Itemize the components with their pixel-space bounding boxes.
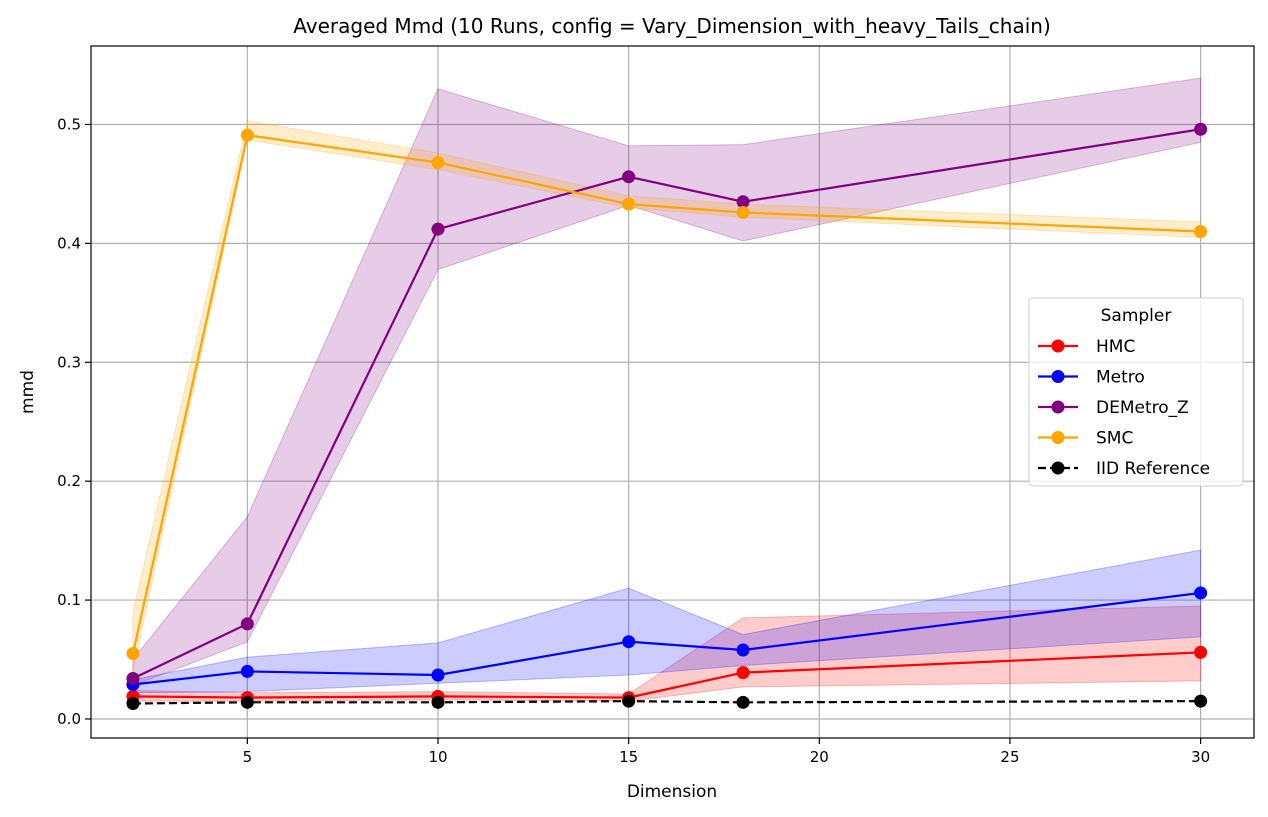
y-tick-label: 0.5 bbox=[57, 115, 81, 133]
x-axis-ticks: 5 10 15 20 25 30 bbox=[243, 738, 1210, 766]
legend-item-hmc: HMC bbox=[1038, 337, 1135, 357]
demetro-z-point bbox=[622, 170, 636, 184]
legend-label: Metro bbox=[1096, 368, 1145, 388]
smc-point bbox=[622, 197, 636, 211]
legend-item-metro: Metro bbox=[1038, 368, 1145, 388]
legend-item-iid-reference: IID Reference bbox=[1038, 459, 1210, 479]
iid-reference-point bbox=[126, 697, 140, 711]
y-tick-label: 0.2 bbox=[57, 472, 81, 490]
series-markers bbox=[126, 122, 1208, 711]
smc-point bbox=[431, 156, 445, 170]
x-tick-label: 15 bbox=[619, 748, 638, 766]
iid-reference-point bbox=[240, 695, 254, 709]
x-axis-label: Dimension bbox=[627, 782, 717, 802]
legend-box bbox=[1028, 297, 1244, 487]
y-tick-label: 0.3 bbox=[57, 353, 81, 371]
x-tick-label: 25 bbox=[1000, 748, 1019, 766]
y-axis-label: mmd bbox=[18, 370, 38, 414]
demetro-z-point bbox=[736, 195, 750, 209]
legend-label: DEMetro_Z bbox=[1096, 398, 1189, 418]
hmc-line bbox=[132, 651, 1201, 699]
demetro-z-point bbox=[1194, 122, 1208, 136]
legend-marker-swatch bbox=[1051, 461, 1065, 475]
y-axis-ticks: 0.0 0.1 0.2 0.3 0.4 0.5 bbox=[57, 115, 91, 728]
legend-marker-swatch bbox=[1051, 431, 1065, 444]
y-tick-label: 0.1 bbox=[57, 591, 81, 609]
hmc-point bbox=[736, 666, 750, 680]
demetro-z-point bbox=[240, 617, 254, 631]
metro-point bbox=[736, 643, 750, 657]
demetro-z-line bbox=[132, 128, 1201, 680]
smc-point bbox=[736, 205, 750, 219]
iid-reference-point bbox=[1194, 694, 1208, 708]
demetro-z-point bbox=[126, 672, 140, 686]
metro-point bbox=[622, 635, 636, 649]
iid-reference-line bbox=[132, 700, 1201, 705]
legend-label: HMC bbox=[1096, 337, 1135, 357]
x-tick-label: 10 bbox=[428, 748, 447, 766]
iid-reference-point bbox=[736, 695, 750, 709]
iid-reference-point bbox=[431, 695, 445, 709]
iid-reference-point bbox=[622, 694, 636, 708]
legend-items: HMC Metro DEMetro_Z SMC IID Reference bbox=[1038, 337, 1210, 479]
legend-marker-swatch bbox=[1051, 400, 1065, 414]
demetro-z-point bbox=[431, 222, 445, 236]
legend-item-demetro-z: DEMetro_Z bbox=[1038, 398, 1189, 418]
legend-label: SMC bbox=[1096, 429, 1133, 449]
metro-point bbox=[431, 668, 445, 682]
legend-item-smc: SMC bbox=[1038, 429, 1133, 449]
legend: Sampler HMC Metro DEMetro_Z SMC IID Referenc… bbox=[1028, 297, 1244, 487]
smc-point bbox=[240, 128, 254, 142]
y-tick-label: 0.4 bbox=[57, 234, 81, 252]
metro-line bbox=[132, 591, 1201, 686]
chart-title: Averaged Mmd (10 Runs, config = Vary_Dim… bbox=[293, 14, 1051, 38]
legend-marker-swatch bbox=[1051, 370, 1065, 383]
legend-label: IID Reference bbox=[1096, 459, 1210, 479]
hmc-point bbox=[1194, 645, 1208, 659]
plot-frame bbox=[90, 45, 1255, 739]
legend-title: Sampler bbox=[1101, 306, 1172, 326]
smc-line bbox=[131, 133, 1201, 654]
legend-marker-swatch bbox=[1051, 339, 1065, 353]
x-tick-label: 5 bbox=[243, 748, 253, 766]
x-tick-label: 30 bbox=[1191, 748, 1210, 766]
y-tick-label: 0.0 bbox=[57, 710, 81, 728]
smc-point bbox=[126, 647, 140, 661]
metro-point bbox=[1194, 586, 1208, 600]
metro-point bbox=[240, 664, 254, 678]
smc-point bbox=[1194, 224, 1208, 238]
demetro-z-band bbox=[132, 77, 1202, 687]
x-tick-label: 20 bbox=[810, 748, 829, 766]
series-lines bbox=[131, 128, 1201, 705]
